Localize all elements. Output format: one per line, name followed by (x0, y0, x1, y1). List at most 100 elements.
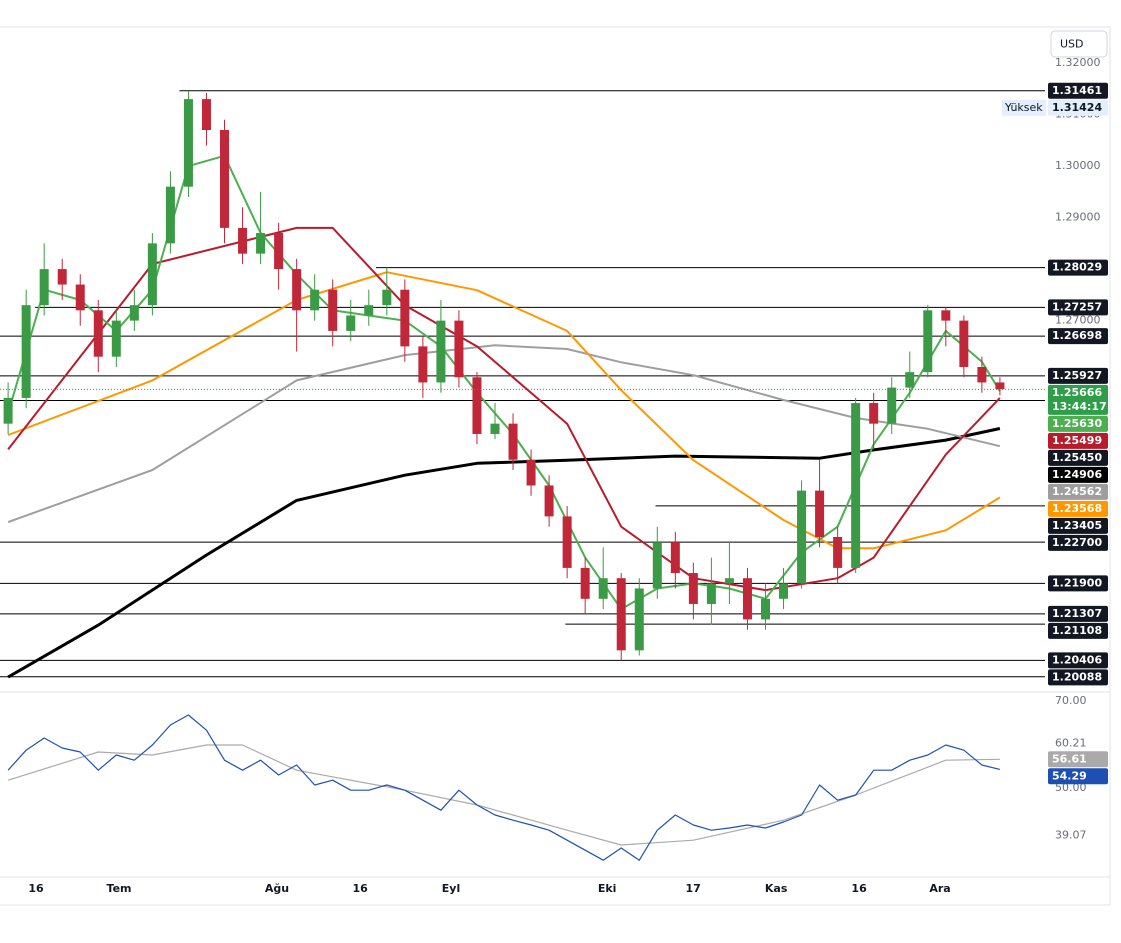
currency-button[interactable] (1050, 30, 1108, 58)
price-badge-label: 54.29 (1052, 769, 1087, 782)
price-badge-label: 1.27257 (1052, 300, 1102, 313)
candle-body (580, 567, 590, 599)
candle-body (93, 310, 103, 357)
price-axis: 1.320001.310001.300001.290001.270001.314… (1002, 56, 1108, 842)
candle-body (941, 310, 951, 321)
candle-body (544, 485, 554, 517)
candle-body (129, 305, 139, 321)
candle-body (274, 233, 284, 270)
price-badge (1048, 669, 1108, 686)
candle-body (400, 289, 410, 347)
candle-body (616, 578, 626, 651)
candle-body (779, 583, 789, 599)
price-badge (1048, 466, 1108, 483)
price-badge (1048, 432, 1108, 449)
candle-body (598, 578, 608, 599)
price-badge-label: 13:44:17 (1052, 400, 1107, 413)
price-badge-label: 56.61 (1052, 752, 1087, 765)
price-badge (1048, 449, 1108, 466)
candle-body (3, 397, 13, 424)
x-tick-label: Ağu (265, 882, 289, 895)
y-tick-label: 60.21 (1055, 737, 1087, 750)
candle-body (887, 387, 897, 424)
x-tick-label: 16 (352, 882, 368, 895)
candle-body (364, 305, 374, 316)
price-badge-label: 1.20406 (1052, 653, 1102, 666)
indicator-line (7, 427, 1001, 679)
candle-body (418, 346, 428, 383)
price-badge-label: 1.24906 (1052, 468, 1102, 481)
price-badge-label: 1.31424 (1052, 101, 1102, 114)
candle-body (995, 382, 1005, 390)
candle-body (706, 583, 716, 604)
y-tick-label: 1.30000 (1055, 159, 1101, 172)
price-badge (1048, 605, 1108, 622)
candle-body (147, 243, 157, 306)
price-badge (1048, 652, 1108, 669)
price-badge (1048, 259, 1108, 276)
candle-body (742, 578, 752, 620)
candle-body (490, 423, 500, 434)
price-badge (1048, 82, 1108, 99)
candle-body (670, 542, 680, 574)
candle-body (256, 233, 266, 254)
price-badge (1048, 500, 1108, 517)
candle-body (652, 542, 662, 589)
price-badge (1048, 483, 1108, 500)
price-badge-label: 1.25499 (1052, 434, 1102, 447)
price-badge-label: 1.22700 (1052, 536, 1102, 549)
y-tick-label: 70.00 (1055, 694, 1087, 707)
price-badge-label: 1.28029 (1052, 261, 1102, 274)
candle-body (382, 289, 392, 306)
high-marker-label: Yüksek (1004, 101, 1043, 114)
rsi-pane (7, 714, 1001, 861)
candle-body (436, 320, 446, 383)
candle-body (959, 320, 969, 367)
candle-body (292, 269, 302, 311)
candle-body (526, 459, 536, 486)
candle-body (851, 403, 861, 568)
price-badge-label: 1.21108 (1052, 624, 1102, 637)
candle-body (724, 578, 734, 584)
x-tick-label: Tem (107, 882, 132, 895)
indicator-line (7, 226, 1001, 592)
indicator-line (7, 344, 1001, 524)
y-tick-label: 1.27000 (1055, 314, 1101, 327)
price-pane (0, 90, 1045, 679)
currency-label: USD (1060, 38, 1084, 51)
candle-body (869, 403, 879, 424)
x-tick-label: 17 (686, 882, 701, 895)
price-badge-label: 1.21307 (1052, 607, 1102, 620)
candle-body (57, 269, 67, 285)
price-badge (1048, 517, 1108, 534)
candle-body (905, 372, 915, 388)
candle-body (923, 310, 933, 373)
price-badge (1048, 415, 1108, 432)
price-badge-label: 1.25630 (1052, 417, 1102, 430)
price-badge-label: 1.31461 (1052, 84, 1102, 97)
candle-body (815, 490, 825, 537)
candle-body (454, 320, 464, 378)
y-tick-label: 1.32000 (1055, 56, 1101, 69)
price-badge (1048, 622, 1108, 639)
price-badge (1048, 384, 1108, 415)
x-tick-label: Ara (929, 882, 950, 895)
candle-body (797, 490, 807, 584)
candle-body (346, 315, 356, 331)
candle-body (39, 269, 49, 306)
candle-body (310, 289, 320, 311)
y-tick-label: 39.07 (1055, 829, 1087, 842)
price-badge (1048, 299, 1108, 316)
price-badge (1048, 751, 1108, 768)
candle-body (977, 366, 987, 383)
y-tick-label: 1.29000 (1055, 211, 1101, 224)
high-marker-box (1002, 99, 1046, 116)
candle-body (688, 573, 698, 604)
x-tick-label: 16 (28, 882, 44, 895)
candle-body (508, 423, 518, 460)
x-tick-label: Eki (598, 882, 617, 895)
candle-body (165, 186, 175, 244)
